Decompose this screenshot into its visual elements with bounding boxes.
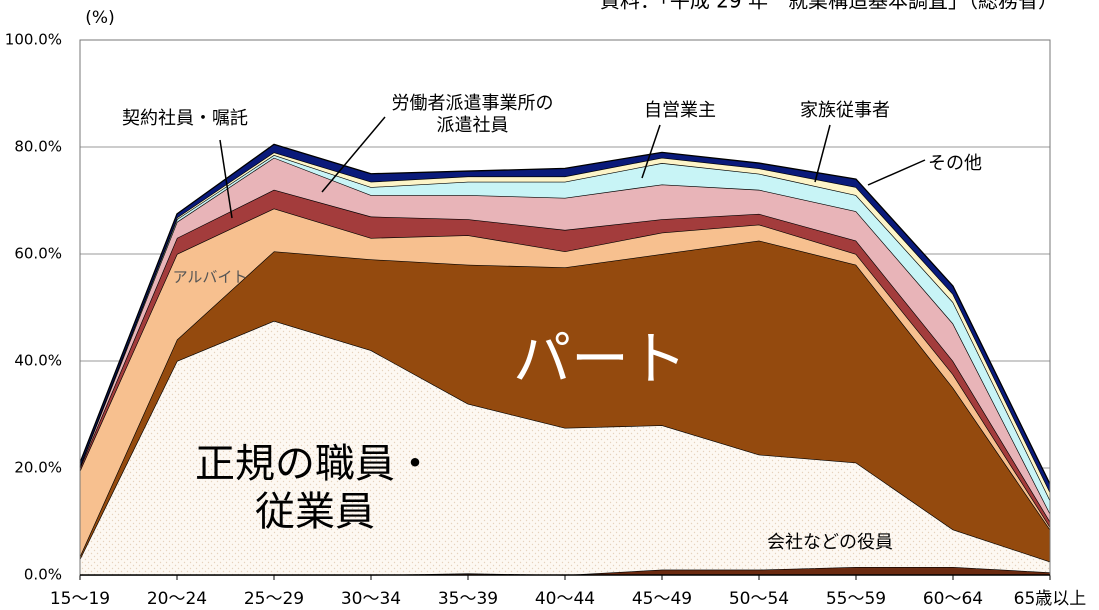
- leader-line: [814, 124, 831, 183]
- y-tick-label: 0.0%: [24, 566, 62, 584]
- x-tick-label: 20～24: [147, 589, 207, 609]
- y-tick-label: 40.0%: [14, 352, 62, 370]
- area-edge: [79, 143, 1051, 485]
- y-tick-label: 100.0%: [5, 31, 62, 49]
- series-label: 契約社員・嘱託: [122, 108, 248, 129]
- series-label: パート: [512, 325, 687, 393]
- x-tick-label: 60～64: [923, 589, 983, 609]
- area: [80, 240, 1050, 562]
- x-tick-label: 25～29: [244, 589, 304, 609]
- y-tick-label: 80.0%: [14, 138, 62, 156]
- area-texture: [80, 320, 1050, 575]
- x-tick-label: 65歳以上: [1014, 589, 1087, 609]
- x-tick-label: 50～54: [729, 589, 789, 609]
- series-label: その他: [928, 153, 982, 174]
- x-tick-label: 45～49: [632, 589, 692, 609]
- leader-line: [641, 124, 661, 179]
- series-label: 労働者派遣事業所の派遣社員: [391, 93, 554, 136]
- leader-line: [867, 159, 926, 186]
- series-label: 自営業主: [644, 100, 716, 121]
- source: 資料：「平成 29 年 就業構造基本調査」（総務省）: [600, 0, 1058, 13]
- x-tick-label: 40～44: [535, 589, 595, 609]
- leader-line: [321, 116, 386, 193]
- series-label: 家族従事者: [800, 100, 890, 121]
- x-tick-label: 30～34: [341, 589, 401, 609]
- y-tick-label: 20.0%: [14, 459, 62, 477]
- leader-line: [219, 139, 233, 219]
- x-tick-label: 15～19: [50, 589, 110, 609]
- area: [80, 566, 1050, 575]
- x-tick-label: 35～39: [438, 589, 498, 609]
- x-tick-label: 55～59: [826, 589, 886, 609]
- y-unit: (%): [85, 8, 114, 28]
- series-label: 会社などの役員: [767, 532, 893, 553]
- y-tick-label: 60.0%: [14, 245, 62, 263]
- series-label: 正規の職員・従業員: [195, 441, 435, 535]
- series-label: アルバイト: [172, 268, 248, 286]
